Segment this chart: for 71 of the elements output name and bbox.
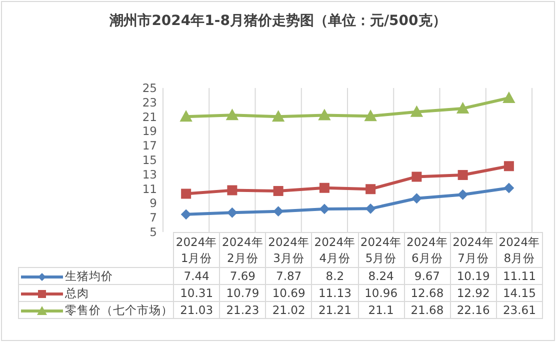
data-label: 10.96 — [358, 284, 404, 302]
data-label: 12.92 — [450, 284, 496, 302]
y-tick-label: 15 — [142, 153, 157, 167]
data-label: 21.21 — [312, 302, 358, 318]
point — [319, 204, 330, 214]
legend-label: 零售价（七个市场） — [18, 302, 174, 318]
data-label: 11.13 — [312, 284, 358, 302]
x-tick-label: 2024年5月份 — [358, 232, 404, 268]
point — [412, 172, 422, 182]
y-tick-label: 7 — [150, 210, 157, 225]
point — [412, 193, 422, 204]
point — [366, 184, 376, 194]
data-label: 11.11 — [496, 268, 542, 284]
data-label: 21.23 — [220, 302, 266, 318]
data-label: 10.31 — [174, 284, 220, 302]
point — [272, 110, 284, 122]
y-tick-label: 5 — [150, 225, 157, 239]
y-tick-label: 23 — [142, 95, 157, 110]
data-label: 21.1 — [358, 302, 404, 318]
point — [456, 102, 469, 114]
point — [319, 182, 330, 193]
x-tick-label: 2024年8月份 — [496, 232, 542, 268]
point — [410, 106, 423, 117]
x-tick-label: 2024年7月份 — [450, 232, 496, 268]
point — [364, 110, 377, 122]
data-label: 8.2 — [312, 268, 358, 284]
y-tick-label: 21 — [142, 110, 157, 124]
y-tick-label: 13 — [142, 167, 157, 182]
x-tick-label: 2024年2月份 — [220, 232, 266, 268]
y-tick-label: 17 — [142, 138, 157, 153]
point — [227, 185, 238, 196]
legend-label: 生猪均价 — [18, 268, 174, 284]
data-label: 9.67 — [404, 268, 450, 284]
point — [504, 161, 514, 172]
point — [504, 183, 514, 194]
point — [502, 92, 515, 104]
y-tick-label: 25 — [142, 81, 157, 95]
data-label: 21.03 — [174, 302, 220, 318]
data-label: 23.61 — [496, 302, 542, 318]
data-label: 8.24 — [358, 268, 404, 284]
point — [180, 110, 192, 122]
data-label: 10.69 — [266, 284, 312, 302]
x-tick-label: 2024年4月份 — [312, 232, 358, 268]
point — [226, 109, 238, 120]
x-tick-label: 2024年3月份 — [266, 232, 312, 268]
data-label: 14.15 — [496, 284, 542, 302]
point — [458, 190, 468, 200]
data-label: 22.16 — [450, 302, 496, 318]
point — [318, 109, 330, 120]
data-label: 7.69 — [220, 268, 266, 284]
legend-label: 总肉 — [18, 284, 174, 302]
data-label: 10.79 — [220, 284, 266, 302]
y-tick-label: 11 — [142, 182, 157, 196]
point — [366, 204, 376, 214]
point — [227, 208, 238, 218]
data-label: 7.87 — [266, 268, 312, 284]
data-label: 12.68 — [404, 284, 450, 302]
data-label: 7.44 — [174, 268, 220, 284]
chart-title: 潮州市2024年1-8月猪价走势图（单位：元/500克） — [108, 12, 448, 30]
data-label: 10.19 — [450, 268, 496, 284]
x-tick-label: 2024年6月份 — [404, 232, 450, 268]
x-tick-label: 2024年1月份 — [174, 232, 220, 268]
point — [458, 170, 468, 180]
point — [273, 206, 284, 216]
y-tick-label: 9 — [150, 196, 157, 210]
point — [181, 188, 192, 199]
point — [181, 209, 192, 220]
data-label: 21.68 — [404, 302, 450, 318]
data-label: 21.02 — [266, 302, 312, 318]
y-tick-label: 19 — [142, 124, 157, 138]
point — [273, 186, 284, 196]
